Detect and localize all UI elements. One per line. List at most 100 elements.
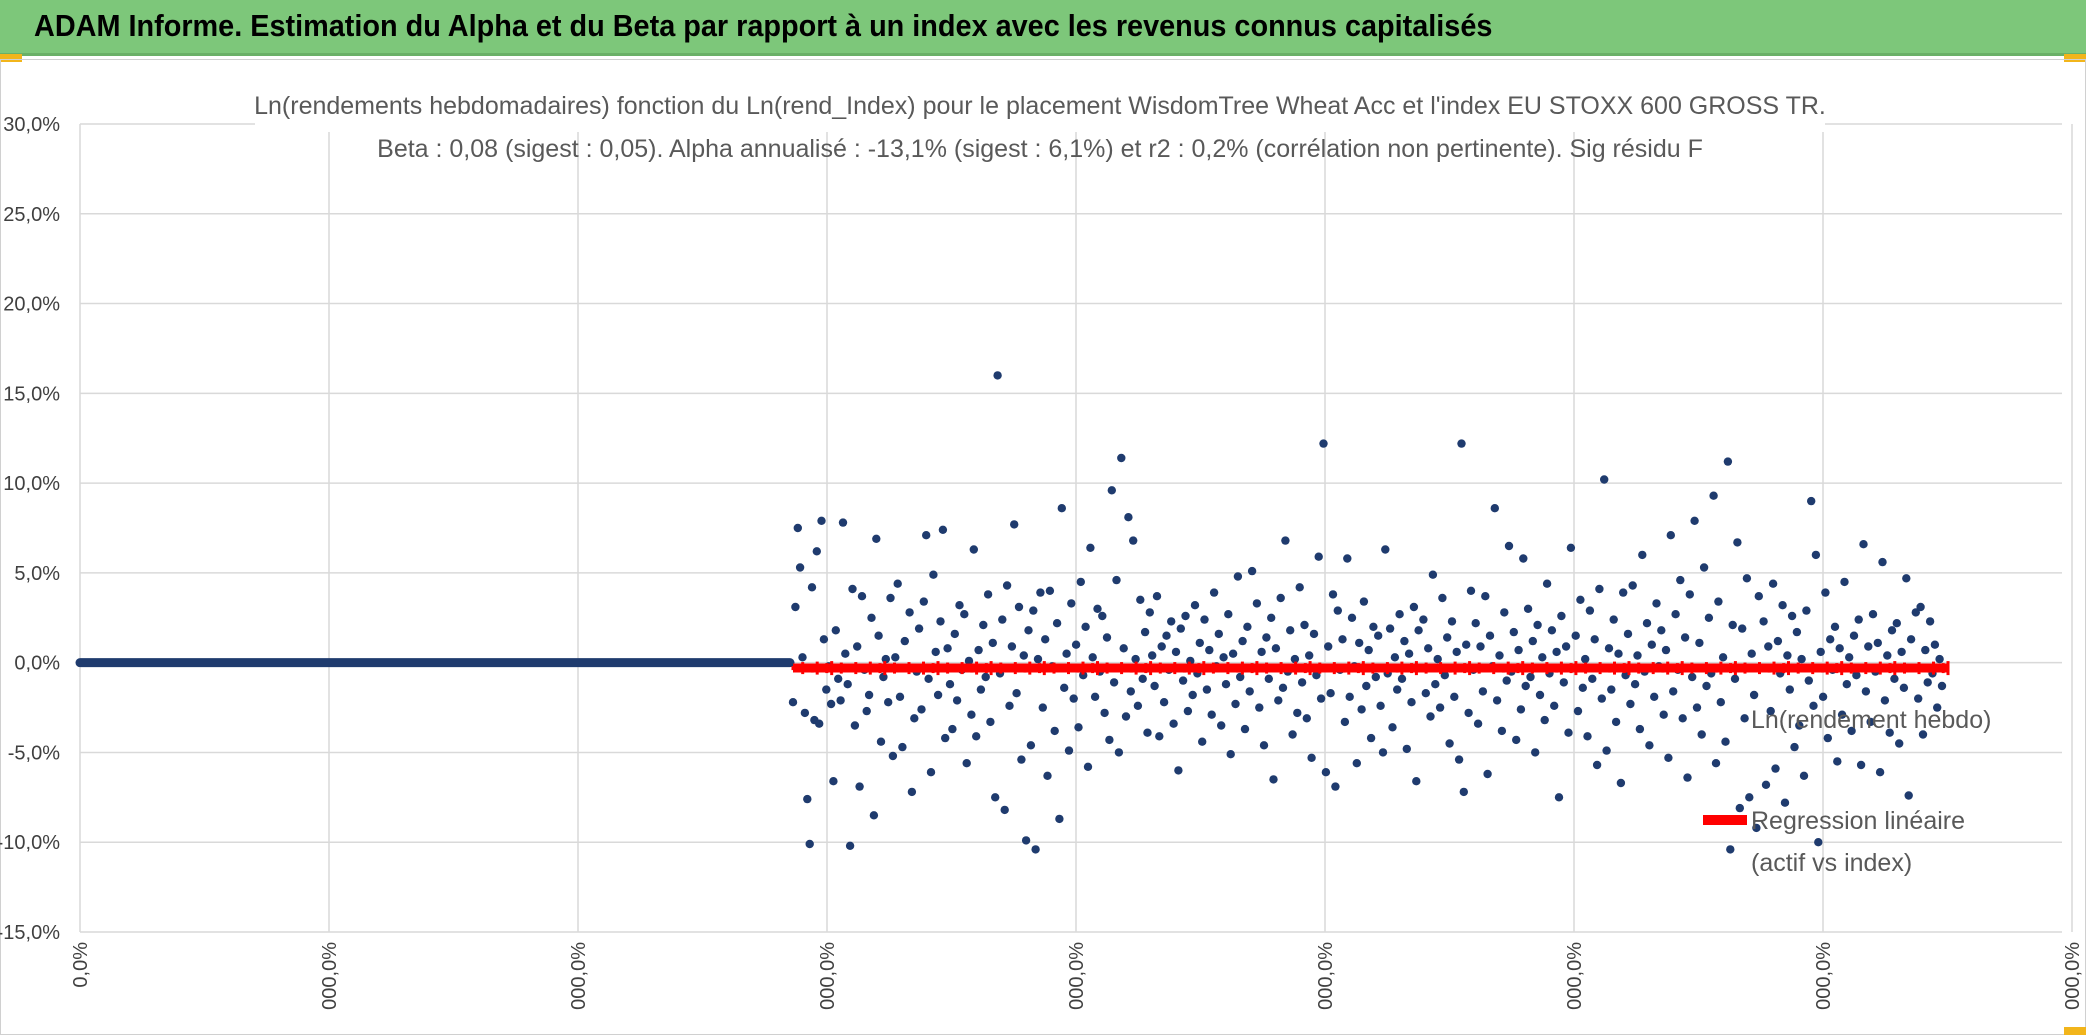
data-point [1214, 629, 1224, 639]
data-point [1069, 694, 1078, 703]
data-point [791, 602, 800, 612]
accent-corner-bottom-right [2064, 1027, 2086, 1035]
data-point [1695, 638, 1704, 648]
data-point [1657, 626, 1666, 635]
data-point [829, 777, 838, 786]
data-point [1024, 626, 1033, 635]
data-point [1002, 581, 1012, 590]
data-point [1385, 624, 1395, 633]
data-point [1616, 778, 1626, 788]
data-point [1642, 619, 1652, 628]
data-point [979, 620, 988, 630]
data-point [822, 685, 831, 694]
data-point [1321, 768, 1331, 777]
data-point [1664, 753, 1673, 762]
data-point [1347, 613, 1357, 622]
data-point [1421, 689, 1431, 698]
data-point [1818, 692, 1828, 701]
data-point [1328, 590, 1338, 599]
data-point [1811, 550, 1821, 560]
data-point [1359, 597, 1369, 606]
data-point [1604, 644, 1614, 653]
data-point [1247, 566, 1257, 576]
data-point [1590, 635, 1599, 644]
data-point [1502, 676, 1511, 685]
data-point [1060, 683, 1069, 692]
data-point [1262, 633, 1271, 642]
data-point [969, 545, 978, 554]
data-point [1630, 680, 1640, 689]
data-point [1650, 692, 1659, 701]
data-point [876, 737, 886, 746]
data-point [1019, 651, 1028, 660]
y-tick-label: -10,0% [0, 832, 60, 854]
data-point [981, 672, 990, 682]
data-point [1521, 681, 1530, 691]
data-point [1554, 793, 1564, 802]
data-point [1371, 672, 1381, 682]
data-point [1823, 733, 1833, 743]
data-point [988, 638, 997, 648]
data-point [1645, 741, 1654, 750]
data-point [1012, 689, 1021, 698]
data-point [1036, 588, 1045, 597]
data-point [917, 705, 926, 714]
data-point [936, 617, 945, 626]
data-point [1526, 672, 1535, 682]
data-point [1485, 631, 1495, 640]
data-point [1914, 694, 1923, 703]
data-point [1157, 642, 1166, 651]
data-point [1564, 728, 1573, 737]
x-tick-label: 000,0% [568, 942, 590, 1010]
data-point [1309, 629, 1319, 639]
data-point [1814, 838, 1823, 847]
data-point [1852, 671, 1861, 680]
data-point [1052, 619, 1062, 628]
data-point [1131, 654, 1140, 664]
data-point [1000, 805, 1009, 815]
data-point [1733, 538, 1742, 547]
data-point [1921, 645, 1930, 655]
data-point [1680, 633, 1690, 642]
data-point [1221, 680, 1231, 689]
y-tick-label: 15,0% [3, 383, 60, 405]
data-point [1607, 685, 1616, 694]
data-point [1010, 520, 1019, 529]
data-point [1764, 642, 1773, 651]
data-point [933, 690, 943, 700]
data-point [869, 811, 879, 820]
data-point [1785, 685, 1795, 694]
data-point [1745, 793, 1754, 802]
data-point [1464, 708, 1473, 718]
data-point [1264, 674, 1274, 683]
data-point [1557, 611, 1566, 621]
data-point [867, 613, 876, 622]
data-point [945, 680, 955, 689]
data-point [1935, 654, 1944, 664]
data-point [1293, 708, 1302, 718]
data-point [1730, 674, 1740, 683]
data-point [793, 523, 802, 533]
data-point [1198, 737, 1207, 746]
data-point [1566, 543, 1576, 552]
data-point [1314, 552, 1323, 561]
data-point [1519, 554, 1528, 563]
data-point [788, 698, 798, 707]
data-point [1918, 730, 1928, 739]
data-point [1190, 601, 1200, 610]
data-point [1721, 737, 1730, 746]
y-tick-label: 25,0% [3, 204, 60, 226]
data-point [1352, 759, 1362, 768]
data-point [1897, 647, 1906, 657]
data-point [1571, 631, 1580, 640]
chart-title-background [255, 92, 1825, 132]
data-point [1718, 653, 1728, 662]
data-point [1159, 698, 1169, 707]
data-point [1761, 780, 1771, 789]
data-point [1205, 645, 1214, 655]
data-point [1381, 545, 1390, 554]
data-point [1083, 762, 1093, 771]
data-point [1930, 640, 1940, 649]
data-point [803, 794, 812, 804]
data-point [807, 583, 817, 592]
